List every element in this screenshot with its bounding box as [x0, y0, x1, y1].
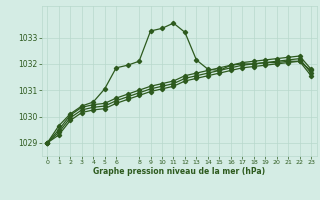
- X-axis label: Graphe pression niveau de la mer (hPa): Graphe pression niveau de la mer (hPa): [93, 167, 265, 176]
